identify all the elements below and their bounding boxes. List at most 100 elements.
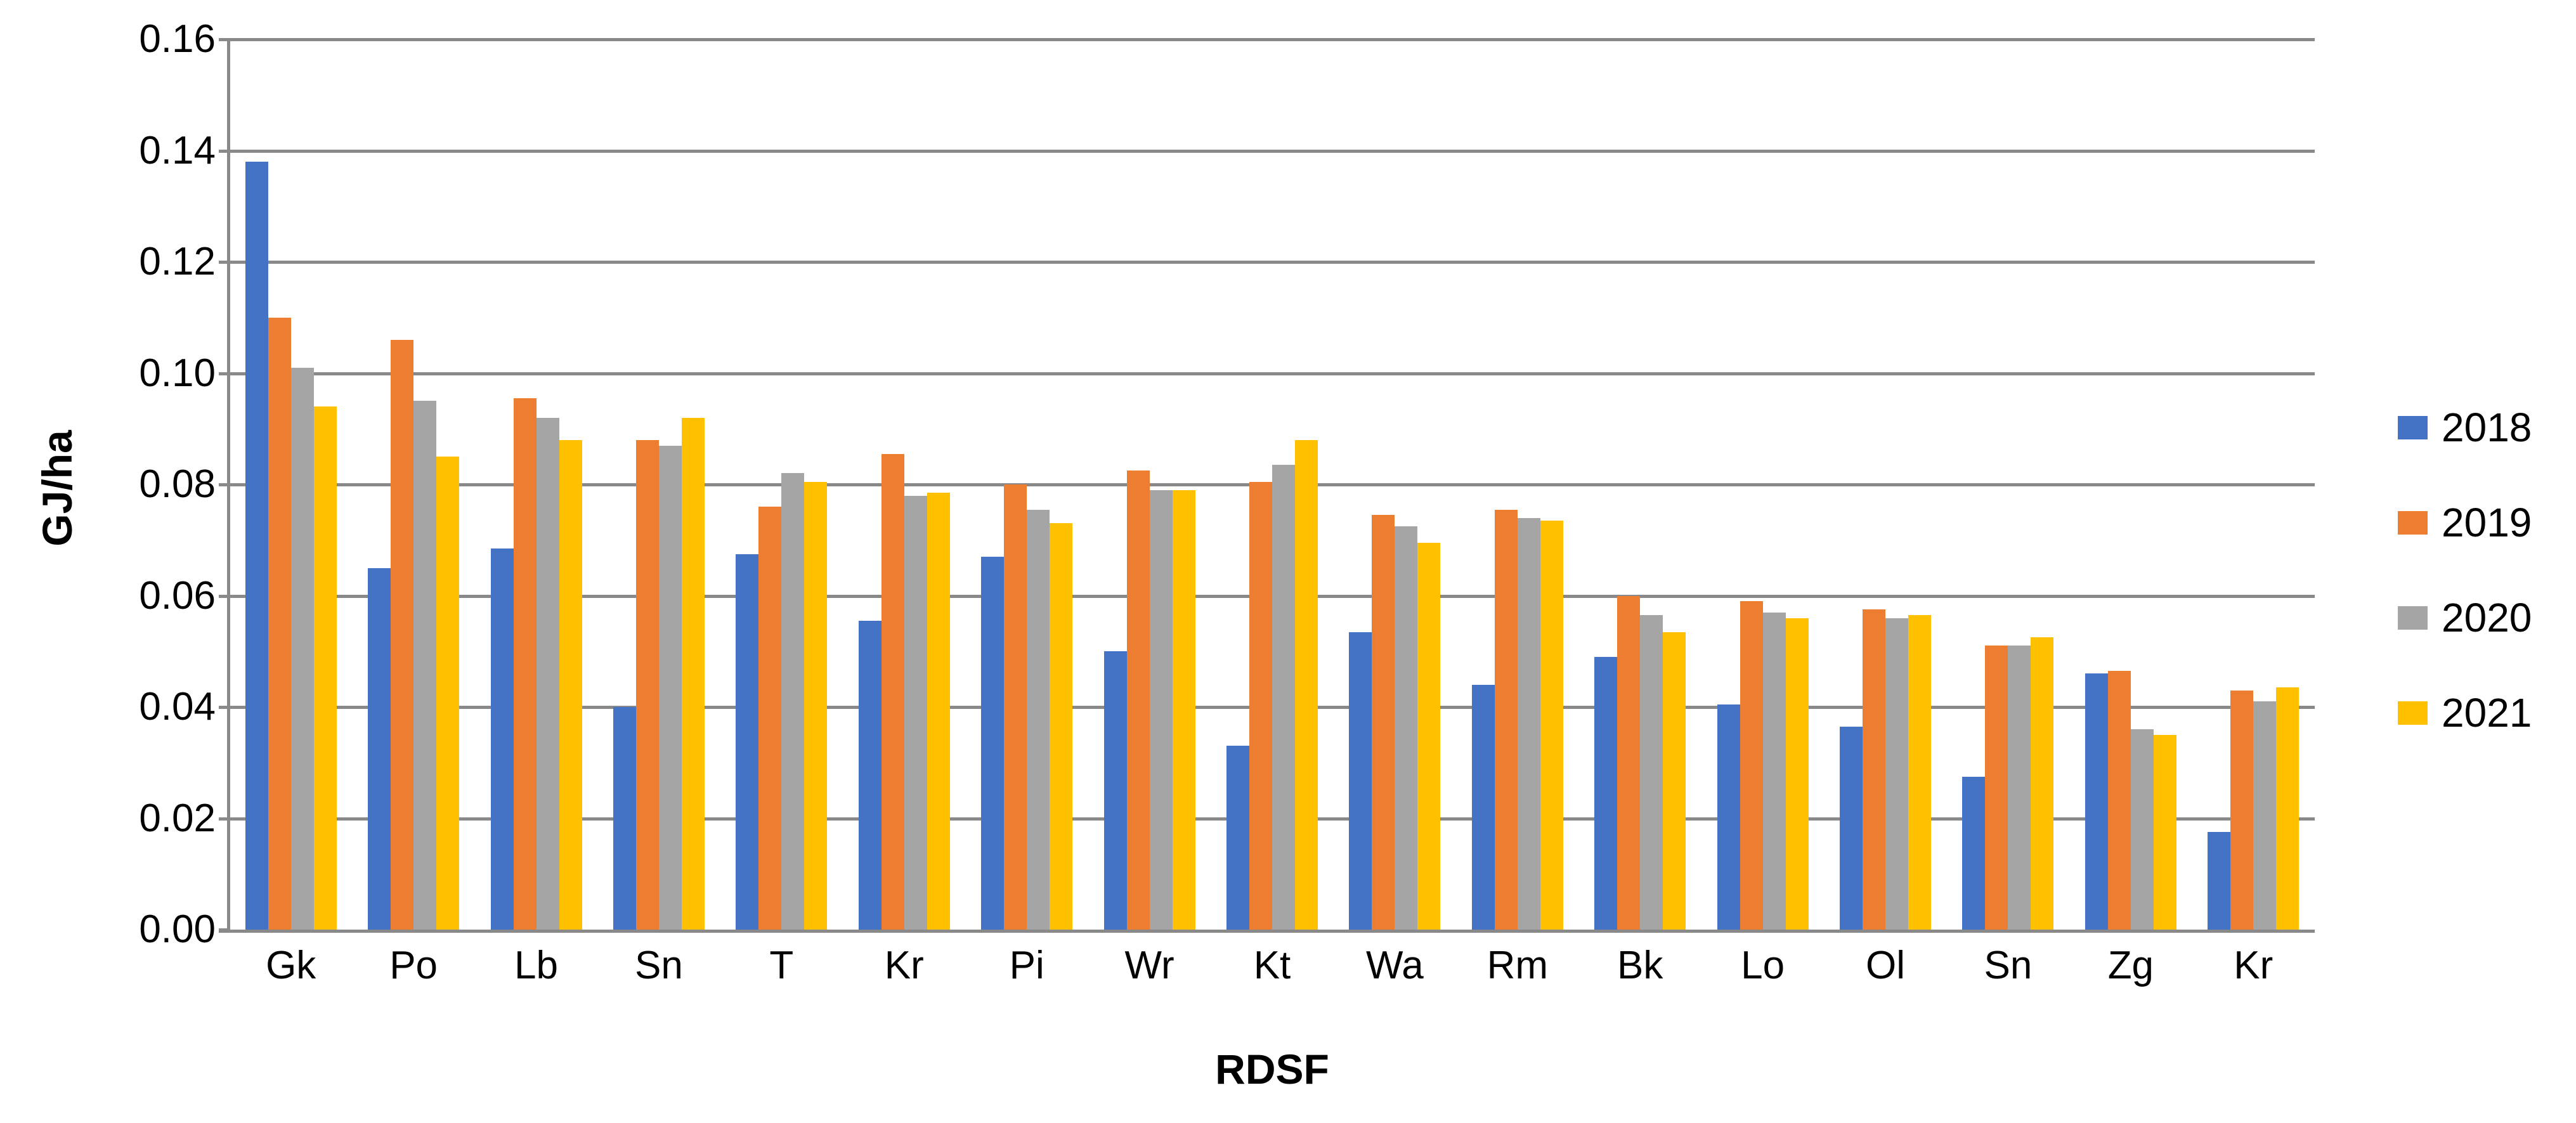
bar-Ol-2021 bbox=[1908, 615, 1932, 930]
legend-item-2021: 2021 bbox=[2398, 690, 2532, 736]
legend: 2018 2019 2020 2021 bbox=[2398, 405, 2532, 791]
y-tick-label-0.16: 0.16 bbox=[139, 17, 216, 61]
legend-label-2020: 2020 bbox=[2442, 595, 2532, 640]
bar-Rm-2021 bbox=[1540, 521, 1563, 930]
x-category-label-Lo-12: Lo bbox=[1741, 944, 1785, 987]
bar-Lo-2019 bbox=[1740, 601, 1763, 930]
bar-Kt-2020 bbox=[1272, 465, 1295, 930]
y-tick bbox=[219, 483, 230, 486]
x-category-label-T-4: T bbox=[769, 944, 794, 987]
bar-Wa-2021 bbox=[1417, 543, 1441, 930]
y-tick bbox=[219, 706, 230, 709]
x-category-label-Gk-0: Gk bbox=[266, 944, 316, 987]
plot-area bbox=[230, 38, 2315, 930]
bar-Po-2019 bbox=[391, 339, 414, 930]
bar-T-2019 bbox=[758, 507, 782, 930]
bar-Lo-2021 bbox=[1785, 618, 1809, 930]
bar-Gk-2018 bbox=[245, 162, 268, 930]
y-tick bbox=[219, 594, 230, 598]
bar-Gk-2020 bbox=[290, 367, 314, 930]
bar-Lb-2019 bbox=[513, 398, 537, 930]
y-tick-label-0.04: 0.04 bbox=[139, 685, 216, 729]
y-tick-label-0.06: 0.06 bbox=[139, 573, 216, 618]
bar-Sn-2019 bbox=[635, 439, 659, 930]
bar-Kt-2019 bbox=[1249, 481, 1272, 930]
bar-Zg-2018 bbox=[2085, 673, 2108, 930]
x-axis-title: RDSF bbox=[1215, 1046, 1329, 1093]
gridline-0.16 bbox=[230, 38, 2315, 41]
x-category-label-Po-1: Po bbox=[389, 944, 438, 987]
bar-Sn-2021 bbox=[681, 417, 705, 930]
bar-Rm-2019 bbox=[1494, 509, 1518, 930]
bar-Pi-2018 bbox=[981, 557, 1005, 930]
bar-Sn-2021 bbox=[2031, 637, 2054, 930]
y-tick bbox=[219, 928, 230, 932]
bar-T-2020 bbox=[781, 473, 805, 930]
bar-Gk-2019 bbox=[268, 317, 291, 930]
bar-Zg-2020 bbox=[2130, 729, 2154, 930]
x-category-label-Kr-16: Kr bbox=[2234, 944, 2274, 987]
y-tick bbox=[219, 149, 230, 153]
x-category-label-Wa-9: Wa bbox=[1366, 944, 1424, 987]
y-tick-label-0.10: 0.10 bbox=[139, 351, 216, 395]
x-category-label-Rm-10: Rm bbox=[1486, 944, 1549, 987]
bar-Lb-2021 bbox=[559, 439, 582, 930]
legend-swatch-2018 bbox=[2398, 415, 2428, 439]
bar-Pi-2019 bbox=[1004, 484, 1027, 930]
legend-label-2019: 2019 bbox=[2442, 500, 2532, 545]
bar-Lb-2018 bbox=[490, 548, 514, 930]
bar-Kr-2021 bbox=[927, 493, 950, 930]
bar-Rm-2020 bbox=[1517, 517, 1540, 930]
x-category-label-Sn-3: Sn bbox=[635, 944, 683, 987]
gridline-0.12 bbox=[230, 261, 2315, 264]
y-tick-label-0.14: 0.14 bbox=[139, 128, 216, 172]
y-tick bbox=[219, 261, 230, 264]
x-category-label-Zg-15: Zg bbox=[2107, 944, 2154, 987]
legend-swatch-2019 bbox=[2398, 510, 2428, 535]
bar-Kt-2018 bbox=[1226, 746, 1249, 930]
bar-Sn-2018 bbox=[613, 707, 636, 930]
bar-Po-2021 bbox=[436, 457, 460, 930]
bar-T-2018 bbox=[736, 554, 759, 930]
bar-Bk-2021 bbox=[1663, 632, 1686, 930]
bar-Po-2018 bbox=[368, 568, 391, 930]
bar-Lo-2020 bbox=[1762, 612, 1786, 930]
gridline-0.10 bbox=[230, 372, 2315, 375]
y-tick-label-0.00: 0.00 bbox=[139, 907, 216, 951]
bar-Zg-2021 bbox=[2153, 734, 2176, 930]
bar-Zg-2019 bbox=[2107, 670, 2131, 930]
x-category-label-Lb-2: Lb bbox=[514, 944, 558, 987]
x-category-label-Ol-13: Ol bbox=[1866, 944, 1906, 987]
bar-Kr-2018 bbox=[858, 621, 881, 930]
y-tick-label-0.02: 0.02 bbox=[139, 796, 216, 840]
legend-label-2018: 2018 bbox=[2442, 405, 2532, 450]
bar-Kr-2019 bbox=[2230, 690, 2254, 930]
bar-Bk-2020 bbox=[1640, 615, 1663, 930]
bar-Wa-2019 bbox=[1372, 515, 1395, 930]
bar-Wa-2018 bbox=[1349, 632, 1372, 930]
legend-label-2021: 2021 bbox=[2442, 690, 2532, 736]
bar-Po-2020 bbox=[413, 401, 437, 930]
bar-Pi-2020 bbox=[1027, 509, 1050, 930]
bar-Bk-2019 bbox=[1617, 595, 1641, 930]
bar-Ol-2020 bbox=[1885, 618, 1909, 930]
bar-Ol-2018 bbox=[1840, 726, 1863, 930]
bar-Kr-2020 bbox=[2253, 701, 2277, 930]
bar-Wr-2019 bbox=[1126, 471, 1150, 930]
legend-swatch-2020 bbox=[2398, 606, 2428, 630]
bar-Kr-2018 bbox=[2208, 832, 2231, 930]
bar-Lo-2018 bbox=[1717, 704, 1740, 930]
y-tick bbox=[219, 817, 230, 821]
bar-Sn-2020 bbox=[658, 445, 682, 930]
x-category-label-Sn-14: Sn bbox=[1984, 944, 2033, 987]
bar-Wr-2021 bbox=[1172, 490, 1195, 930]
legend-item-2020: 2020 bbox=[2398, 595, 2532, 640]
bar-Lb-2020 bbox=[536, 417, 559, 930]
bar-Gk-2021 bbox=[313, 406, 337, 930]
bar-Kt-2021 bbox=[1295, 439, 1318, 930]
bar-Wr-2020 bbox=[1149, 490, 1173, 930]
bar-Wr-2018 bbox=[1103, 651, 1127, 930]
bar-Ol-2019 bbox=[1863, 609, 1886, 930]
x-category-label-Kt-8: Kt bbox=[1253, 944, 1291, 987]
